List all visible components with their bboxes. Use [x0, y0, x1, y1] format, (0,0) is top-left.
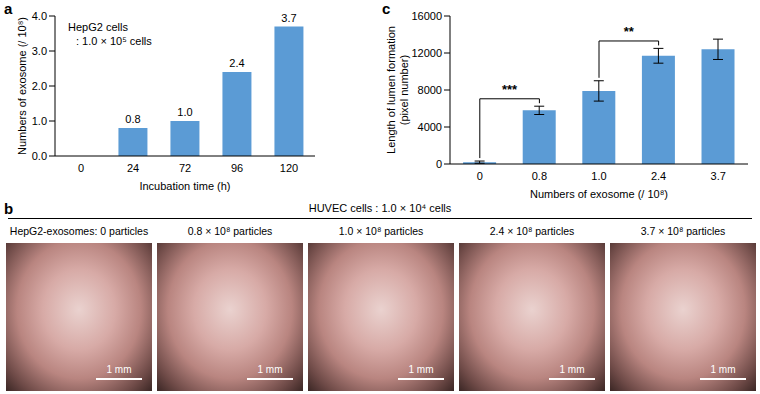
html-text:1 mm: 1 mm: [559, 364, 585, 375]
html-text:1 mm: 1 mm: [106, 364, 132, 375]
html-text:: 1.0 × 10⁵ cells: : 1.0 × 10⁵ cells: [76, 35, 152, 47]
svg-text:**: **: [624, 24, 635, 39]
svg-text:3.0: 3.0: [32, 45, 47, 57]
svg-text:16000: 16000: [411, 10, 442, 22]
svg-text:3.7: 3.7: [281, 12, 296, 24]
svg-text:8000: 8000: [418, 84, 442, 96]
svg-text:0: 0: [436, 158, 442, 170]
html-text:HUVEC cells : 1.0 × 10⁴ cells: HUVEC cells : 1.0 × 10⁴ cells: [308, 202, 452, 214]
svg-text:0.8: 0.8: [532, 170, 547, 182]
svg-text:1.0: 1.0: [32, 115, 47, 127]
svg-text:0: 0: [78, 162, 84, 174]
svg-text:4000: 4000: [418, 121, 442, 133]
svg-text:12000: 12000: [411, 47, 442, 59]
svg-text:96: 96: [231, 162, 243, 174]
svg-text:***: ***: [502, 82, 518, 97]
html-text:1.0 × 10⁸ particles: 1.0 × 10⁸ particles: [338, 225, 424, 237]
svg-text:0: 0: [477, 170, 483, 182]
svg-text:2.4: 2.4: [229, 57, 244, 69]
svg-text:0.8: 0.8: [125, 113, 140, 125]
html-text:Numbers of exosome (/ 10⁸): Numbers of exosome (/ 10⁸): [15, 17, 28, 155]
svg-text:1.0: 1.0: [177, 106, 192, 118]
svg-text:Incubation time (h): Incubation time (h): [139, 180, 230, 192]
html-text:HepG2-exosomes: 0 particles: HepG2-exosomes: 0 particles: [9, 225, 149, 237]
svg-text:Numbers of exosome (/ 10⁸): Numbers of exosome (/ 10⁸): [530, 188, 668, 200]
html-text:a: a: [4, 0, 13, 17]
html-text:Length of lumen formation (pix: Length of lumen formation (pixel number): [385, 26, 410, 154]
svg-text:24: 24: [127, 162, 139, 174]
svg-text:2.4: 2.4: [651, 170, 666, 182]
html-text:3.7 × 10⁸ particles: 3.7 × 10⁸ particles: [640, 225, 726, 237]
html-text:2.4 × 10⁸ particles: 2.4 × 10⁸ particles: [489, 225, 575, 237]
svg-text:120: 120: [280, 162, 298, 174]
html-text:1 mm: 1 mm: [710, 364, 736, 375]
svg-text:4.0: 4.0: [32, 10, 47, 22]
html-text:c: c: [382, 0, 391, 17]
svg-text:3.7: 3.7: [711, 170, 726, 182]
html-text:1 mm: 1 mm: [257, 364, 283, 375]
html-text:1 mm: 1 mm: [408, 364, 434, 375]
html-text:b: b: [4, 200, 14, 217]
html-text:HepG2 cells: HepG2 cells: [68, 21, 128, 33]
svg-text:1.0: 1.0: [591, 170, 606, 182]
html-text:0.8 × 10⁸ particles: 0.8 × 10⁸ particles: [187, 225, 273, 237]
svg-text:2.0: 2.0: [32, 80, 47, 92]
svg-text:0.0: 0.0: [32, 150, 47, 162]
svg-text:72: 72: [179, 162, 191, 174]
